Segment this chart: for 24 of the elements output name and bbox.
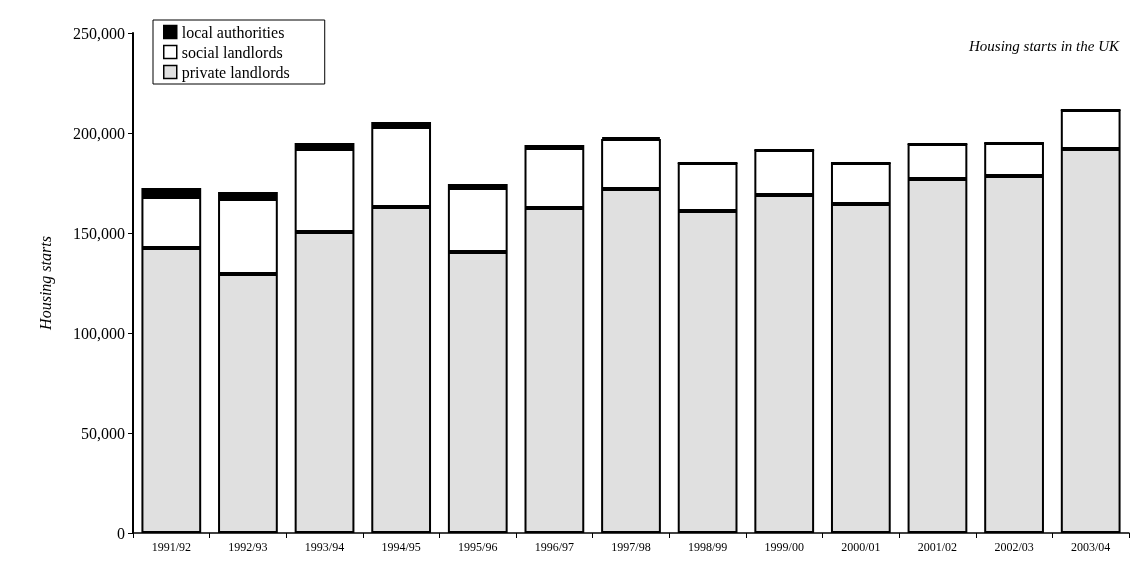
x-tick-label: 2001/02 [917,540,958,554]
legend-label: private landlords [181,63,290,82]
x-tick-label: 1995/96 [458,540,498,554]
y-tick-label: 0 [117,524,125,542]
x-tick-label: 1991/92 [151,540,191,554]
x-tick-label: 1996/97 [534,540,575,554]
x-tick-label: 1993/94 [304,540,345,554]
y-tick-label: 100,000 [73,324,125,342]
x-tick-label: 2003/04 [1071,540,1111,554]
y-tick-label: 200,000 [73,124,125,142]
y-tick-label: 50,000 [81,424,125,442]
x-tick-label: 1999/00 [764,540,804,554]
y-axis-title: Housing starts [36,236,55,331]
x-tick-label: 1994/95 [381,540,421,554]
x-tick-label: 2002/03 [994,540,1034,554]
legend-label: social landlords [181,43,283,61]
y-tick-label: 250,000 [73,24,125,42]
annotation: Housing starts in the UK [967,37,1120,54]
y-tick-label: 150,000 [73,224,125,242]
x-tick-label: 1998/99 [687,540,728,554]
legend-label: local authorities [181,23,285,41]
x-tick-label: 1992/93 [228,540,268,554]
x-tick-label: 1997/98 [611,540,651,554]
x-tick-label: 2000/01 [841,540,881,554]
